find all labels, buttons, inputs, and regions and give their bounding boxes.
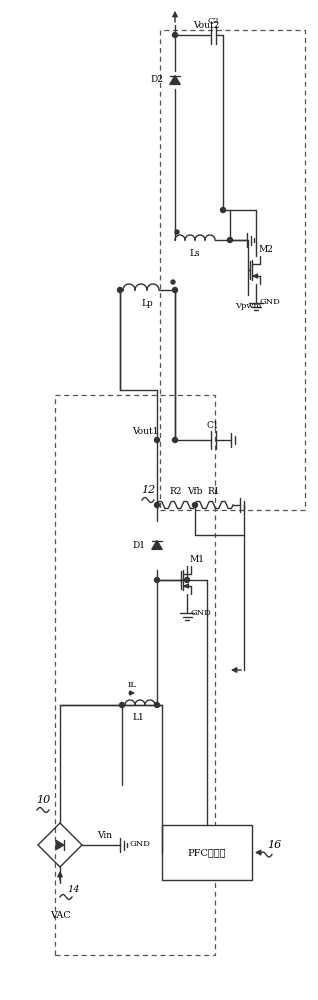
Text: R2: R2 bbox=[170, 488, 182, 496]
Circle shape bbox=[155, 578, 160, 582]
Circle shape bbox=[192, 502, 197, 508]
Text: Vpwm: Vpwm bbox=[235, 302, 261, 310]
Circle shape bbox=[117, 288, 122, 292]
Circle shape bbox=[155, 502, 160, 508]
Polygon shape bbox=[56, 840, 64, 850]
Circle shape bbox=[172, 438, 177, 442]
Text: GND: GND bbox=[259, 298, 280, 306]
Text: R1: R1 bbox=[208, 488, 220, 496]
Circle shape bbox=[227, 237, 232, 242]
Text: Lp: Lp bbox=[142, 300, 153, 308]
Text: 14: 14 bbox=[68, 886, 80, 894]
Text: D2: D2 bbox=[150, 76, 163, 85]
Text: M2: M2 bbox=[259, 245, 273, 254]
Circle shape bbox=[175, 230, 179, 234]
Circle shape bbox=[172, 32, 177, 37]
Text: VAC: VAC bbox=[50, 910, 70, 920]
Circle shape bbox=[120, 702, 125, 708]
Text: 16: 16 bbox=[267, 840, 281, 850]
Bar bbox=[162, 825, 252, 880]
Circle shape bbox=[184, 578, 190, 582]
Circle shape bbox=[155, 702, 160, 708]
Text: Ls: Ls bbox=[190, 248, 200, 257]
Text: Vfb: Vfb bbox=[187, 488, 203, 496]
Text: GND: GND bbox=[190, 609, 211, 617]
Text: Vin: Vin bbox=[97, 830, 113, 840]
Circle shape bbox=[155, 438, 160, 442]
Text: 10: 10 bbox=[36, 795, 50, 805]
Text: L1: L1 bbox=[133, 714, 144, 722]
Text: C2: C2 bbox=[207, 17, 219, 25]
Text: Vout1: Vout1 bbox=[132, 428, 158, 436]
Text: C1: C1 bbox=[207, 422, 219, 430]
Text: PFC控制器: PFC控制器 bbox=[188, 848, 226, 857]
Text: M1: M1 bbox=[190, 556, 204, 564]
Text: D1: D1 bbox=[133, 540, 146, 550]
Circle shape bbox=[220, 208, 225, 213]
Bar bbox=[160, 30, 305, 510]
Polygon shape bbox=[170, 76, 180, 84]
Text: 12: 12 bbox=[141, 485, 155, 495]
Polygon shape bbox=[152, 541, 162, 549]
Circle shape bbox=[172, 288, 177, 292]
Circle shape bbox=[171, 280, 175, 284]
Bar bbox=[55, 395, 215, 955]
Text: GND: GND bbox=[129, 840, 150, 848]
Text: Vout2: Vout2 bbox=[193, 20, 219, 29]
Text: IL: IL bbox=[128, 681, 136, 689]
